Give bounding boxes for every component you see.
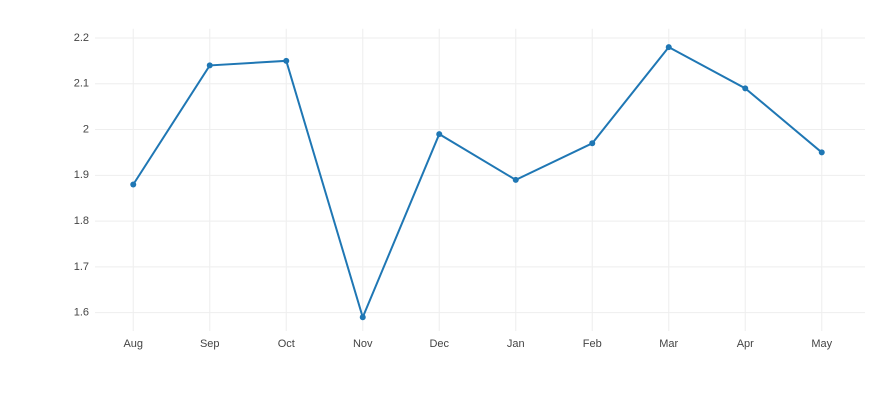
y-tick-label: 1.8 — [74, 215, 89, 227]
marker — [589, 140, 596, 147]
x-tick-label: Jan — [507, 338, 525, 350]
line — [132, 45, 823, 321]
marker — [818, 149, 825, 156]
y-tick-label: 2.2 — [74, 32, 89, 44]
marker — [665, 44, 672, 51]
marker — [283, 57, 290, 64]
y-tick-label: 1.9 — [74, 169, 89, 181]
y-tick-label: 2.1 — [74, 78, 89, 90]
marker — [742, 85, 749, 92]
marker — [206, 62, 213, 69]
x-tick-label: Feb — [583, 338, 602, 350]
x-tick-label: Nov — [353, 338, 373, 350]
x-tick-label: Dec — [429, 338, 449, 350]
x-tick-label: Aug — [123, 338, 143, 350]
marker — [436, 131, 443, 138]
x-tick-label: Oct — [278, 338, 295, 350]
x-tick-label: Mar — [659, 338, 678, 350]
marker — [130, 181, 137, 188]
marker — [359, 314, 366, 321]
marker — [512, 176, 519, 183]
y-tick-label: 1.6 — [74, 307, 89, 319]
x-tick-label: Sep — [200, 338, 220, 350]
x-tick-label: Apr — [737, 338, 754, 350]
y-tick-label: 1.7 — [74, 261, 89, 273]
x-tick-label: May — [811, 338, 832, 350]
y-tick-label: 2 — [83, 123, 89, 135]
